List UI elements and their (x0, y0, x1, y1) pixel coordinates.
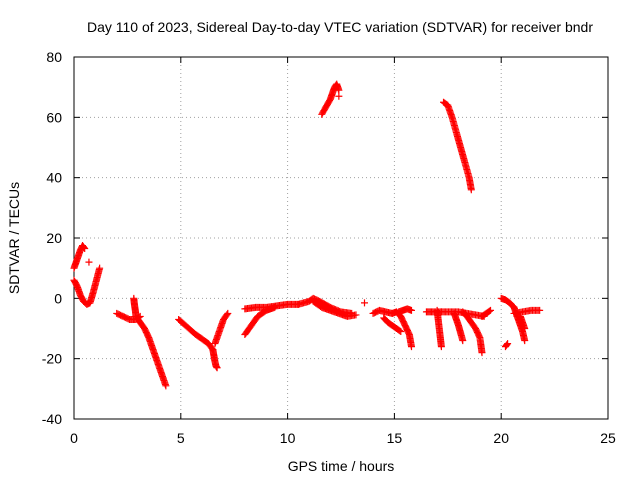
data-point (335, 86, 343, 94)
x-tick-label: 20 (493, 430, 509, 446)
data-point (85, 258, 93, 266)
x-tick-label: 25 (600, 430, 616, 446)
x-tick-label: 5 (177, 430, 185, 446)
data-point (521, 337, 529, 345)
data-point (536, 306, 544, 314)
data-point (224, 309, 232, 317)
x-tick-label: 10 (280, 430, 296, 446)
data-point (80, 244, 88, 252)
grid-lines (74, 57, 608, 419)
data-point (335, 92, 343, 100)
x-axis-label: GPS time / hours (288, 458, 395, 474)
y-tick-label: 80 (46, 49, 62, 65)
data-point (521, 325, 529, 332)
x-tick-label: 15 (387, 430, 403, 446)
data-point (162, 382, 170, 390)
data-point (81, 245, 89, 253)
data-point (96, 264, 104, 272)
y-tick-label: 20 (46, 230, 62, 246)
tick-labels: 0 5 10 15 20 25 -40 -20 0 20 40 60 80 (42, 49, 616, 446)
data-point (407, 306, 415, 314)
data-point (437, 343, 445, 351)
data-points (70, 80, 544, 390)
data-point (504, 340, 512, 348)
y-tick-label: 40 (46, 170, 62, 186)
data-point (478, 349, 486, 357)
data-point (459, 337, 467, 345)
chart-title: Day 110 of 2023, Sidereal Day-to-day VTE… (87, 19, 593, 35)
x-tick-label: 0 (70, 430, 78, 446)
data-point (485, 307, 493, 315)
data-point (467, 186, 475, 194)
y-tick-label: 60 (46, 109, 62, 125)
data-point (487, 306, 495, 314)
data-point (397, 328, 405, 336)
data-point (223, 311, 231, 319)
y-tick-label: 0 (54, 290, 62, 306)
y-tick-label: -20 (42, 351, 62, 367)
data-point (407, 343, 415, 351)
data-point (503, 341, 511, 349)
y-axis-label: SDTVAR / TECUs (6, 182, 22, 294)
data-point (352, 311, 360, 319)
y-tick-label: -40 (42, 411, 62, 427)
axis-ticks (73, 56, 609, 420)
data-point (213, 364, 221, 372)
data-point (360, 299, 368, 307)
data-point (396, 327, 404, 335)
